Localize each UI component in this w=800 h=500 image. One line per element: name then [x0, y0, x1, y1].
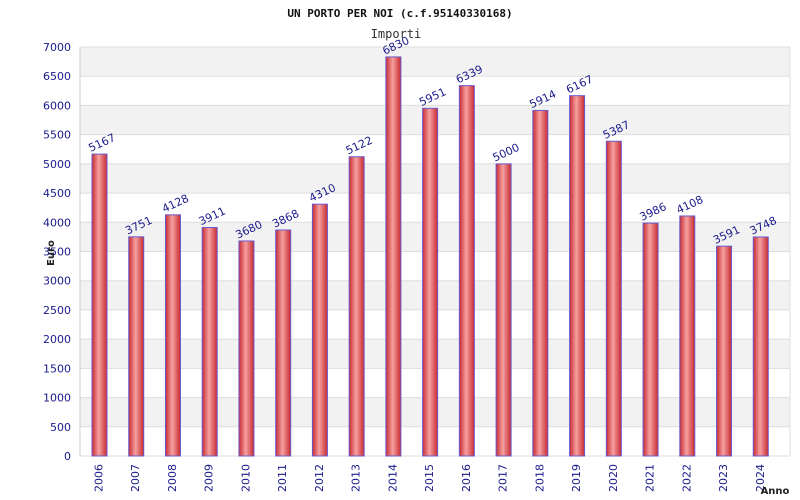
y-tick-label: 7000 [43, 41, 71, 54]
y-axis-ticks: 0 500 1000 1500 2000 2500 3000 3500 4000 4500 5000… [43, 41, 71, 463]
x-tick-label: 2020 [607, 464, 620, 492]
bar-2008 [164, 214, 181, 457]
bar-2016 [458, 85, 475, 457]
x-tick-label: 2013 [350, 464, 363, 492]
y-tick-label: 1000 [43, 392, 71, 405]
x-tick-label: 2011 [276, 464, 289, 492]
x-axis-ticks: 2006 2007 2008 2009 2010 2011 2012 2013 2014 2015… [93, 464, 767, 492]
data-label: 5122 [344, 134, 375, 158]
x-tick-label: 2021 [644, 464, 657, 492]
y-tick-label: 2500 [43, 304, 71, 317]
y-tick-label: 6000 [43, 99, 71, 112]
x-tick-label: 2006 [93, 464, 106, 492]
bar-2023 [716, 245, 733, 457]
y-tick-label: 3000 [43, 275, 71, 288]
x-tick-label: 2023 [717, 464, 730, 492]
data-label: 3986 [638, 200, 669, 224]
data-label: 4128 [160, 192, 191, 216]
bar-2017 [495, 163, 512, 457]
y-tick-label: 500 [50, 421, 71, 434]
data-label: 4108 [674, 193, 705, 217]
x-tick-label: 2019 [570, 464, 583, 492]
bar-2021 [642, 222, 659, 457]
bar-2012 [311, 203, 328, 457]
y-axis-label: Euro [46, 240, 57, 266]
y-tick-label: 4500 [43, 187, 71, 200]
y-tick-label: 2000 [43, 333, 71, 346]
bar-2006 [91, 153, 108, 457]
x-tick-label: 2012 [313, 464, 326, 492]
x-tick-label: 2009 [203, 464, 216, 492]
x-tick-label: 2016 [460, 464, 473, 492]
x-tick-label: 2018 [533, 464, 546, 492]
x-tick-label: 2010 [239, 464, 252, 492]
bar-2022 [679, 215, 696, 457]
bar-2024 [752, 236, 769, 457]
x-tick-label: 2015 [423, 464, 436, 492]
x-tick-label: 2022 [680, 464, 693, 492]
bar-2019 [569, 95, 586, 457]
bar-2020 [605, 140, 622, 457]
bar-2011 [275, 229, 292, 457]
bar-2009 [201, 226, 218, 457]
data-label: 5000 [491, 141, 522, 165]
y-tick-label: 6500 [43, 70, 71, 83]
x-tick-label: 2014 [386, 464, 399, 492]
chart-title: UN PORTO PER NOI (c.f.95140330168) [287, 7, 512, 20]
x-tick-label: 2024 [754, 464, 767, 492]
bars [91, 56, 769, 457]
y-tick-label: 1500 [43, 362, 71, 375]
bar-2014 [385, 56, 402, 457]
y-tick-label: 0 [64, 450, 71, 463]
bar-2010 [238, 240, 255, 457]
x-tick-label: 2017 [497, 464, 510, 492]
x-tick-label: 2007 [129, 464, 142, 492]
x-tick-label: 2008 [166, 464, 179, 492]
bar-2015 [422, 107, 439, 457]
grid-band [80, 47, 790, 77]
x-axis-label: Anno [761, 486, 790, 497]
y-tick-label: 5000 [43, 158, 71, 171]
bar-2013 [348, 156, 365, 457]
y-tick-label: 3500 [43, 246, 71, 259]
y-tick-label: 4000 [43, 216, 71, 229]
bar-2007 [128, 236, 145, 457]
y-tick-label: 5500 [43, 129, 71, 142]
chart-subtitle: Importi [371, 27, 422, 41]
bar-2018 [532, 109, 549, 457]
